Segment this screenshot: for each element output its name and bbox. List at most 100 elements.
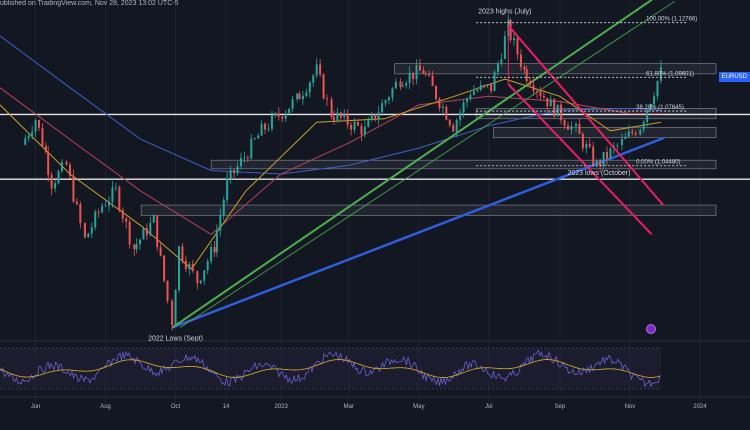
candle-body	[125, 218, 128, 222]
candle-body	[357, 121, 359, 126]
candle-body	[108, 201, 111, 206]
candle-body	[455, 120, 458, 132]
candle-body	[94, 211, 97, 228]
x-tick-label: Jul	[485, 404, 493, 410]
candle-body	[296, 93, 299, 100]
channel-lower	[507, 83, 653, 236]
candle-body	[422, 70, 425, 74]
candle-body	[135, 244, 138, 250]
candle-body	[68, 164, 71, 176]
fib-label-618: 61.80% (1.09601)	[646, 71, 694, 77]
candle-body	[523, 66, 526, 70]
candle-body	[274, 113, 277, 116]
rsi-line	[0, 349, 661, 388]
candle-body	[585, 144, 588, 149]
candle-body	[566, 125, 569, 130]
candle-body	[408, 72, 411, 83]
x-tick-label: Aug	[100, 404, 111, 410]
candle-body	[184, 260, 187, 269]
candle-body	[500, 58, 503, 64]
candle-body	[581, 134, 584, 149]
candle-body	[578, 123, 581, 135]
candle-body	[253, 138, 256, 140]
candle-body	[270, 115, 273, 129]
candle-body	[57, 171, 60, 184]
candle-body	[486, 84, 489, 86]
candle-body	[291, 99, 294, 109]
candle-body	[219, 215, 222, 231]
candle-body	[213, 247, 216, 253]
candle-body	[624, 136, 627, 140]
candle-body	[418, 65, 421, 71]
candle-body	[233, 169, 236, 174]
candle-body	[479, 85, 482, 91]
candle-body	[532, 85, 535, 92]
x-tick-label: Jun	[31, 404, 41, 410]
candle-body	[315, 64, 318, 76]
candle-body	[525, 69, 528, 82]
candle-body	[121, 210, 124, 219]
candle-body	[391, 88, 394, 98]
x-tick-label: May	[413, 404, 424, 410]
candle-body	[104, 205, 107, 207]
candle-body	[588, 144, 591, 147]
candle-body	[602, 151, 605, 167]
channel-upper	[507, 24, 664, 206]
candle-body	[381, 103, 384, 113]
annotation-2023-highs: 2023 highs (July)	[478, 8, 531, 15]
trendline-blue	[171, 136, 665, 329]
candle-body	[441, 106, 444, 108]
x-tick-label: Sep	[555, 404, 566, 410]
candle-body	[605, 151, 608, 159]
candle-body	[399, 81, 402, 87]
candle-body	[384, 100, 387, 104]
candle-body	[54, 183, 57, 189]
candle-body	[346, 113, 349, 125]
candle-body	[243, 157, 246, 159]
candle-body	[462, 102, 465, 113]
candle-body	[609, 148, 612, 159]
candle-body	[222, 199, 225, 216]
candle-body	[401, 85, 404, 87]
candle-body	[469, 94, 472, 99]
candle-body	[97, 211, 100, 213]
candle-body	[288, 108, 291, 113]
candle-body	[336, 112, 339, 121]
candle-body	[163, 255, 166, 281]
candle-body	[72, 175, 75, 202]
candle-body	[509, 20, 512, 41]
candle-body	[171, 300, 174, 325]
candle-body	[301, 95, 304, 100]
candle-body	[133, 244, 136, 250]
candle-body	[196, 271, 199, 284]
candle-body	[41, 127, 44, 146]
candle-body	[634, 133, 637, 135]
candle-body	[472, 91, 475, 95]
candle-body	[653, 96, 656, 104]
candle-body	[210, 247, 213, 262]
sr-zone	[394, 63, 717, 75]
candle-body	[438, 98, 441, 108]
candle-body	[90, 227, 93, 234]
publish-header: ublished on TradingView.com, Nov 28, 202…	[0, 0, 179, 7]
candle-body	[616, 145, 619, 147]
candle-body	[627, 131, 630, 137]
candle-body	[226, 178, 229, 200]
candle-body	[360, 125, 363, 135]
candle-body	[405, 82, 408, 86]
candle-body	[75, 201, 78, 204]
candle-body	[31, 131, 34, 136]
candle-body	[332, 117, 335, 121]
candle-body	[312, 75, 315, 83]
candle-body	[27, 135, 30, 139]
candle-body	[257, 135, 260, 139]
annotation-2022-lows: 2022 Lows (Sept)	[148, 336, 203, 343]
candle-body	[496, 63, 499, 73]
candle-body	[319, 64, 322, 75]
candle-body	[570, 126, 573, 130]
candle-body	[546, 97, 549, 107]
candle-body	[229, 169, 232, 179]
candle-body	[281, 116, 284, 119]
candle-body	[445, 106, 448, 120]
